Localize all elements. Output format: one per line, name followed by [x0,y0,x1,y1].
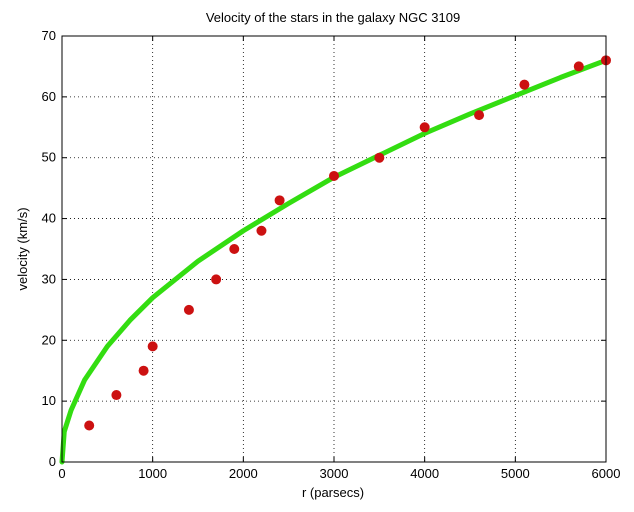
data-point [111,390,122,401]
y-tick-label: 0 [49,454,56,469]
data-point [138,365,149,376]
x-tick-label: 0 [58,466,65,481]
y-tick-label: 10 [42,393,56,408]
y-tick-label: 50 [42,150,56,165]
x-tick-label: 2000 [229,466,258,481]
fit-curve [59,57,609,465]
data-point [84,420,95,431]
chart-title: Velocity of the stars in the galaxy NGC … [206,10,460,25]
y-tick-label: 20 [42,332,56,347]
data-point [274,195,285,206]
data-point [329,170,339,181]
data-points-layer [84,55,611,431]
axis-ticks: 0 1000 2000 3000 4000 5000 6000 0 10 20 30 40 50 60 70 [42,28,621,481]
x-tick-label: 4000 [410,466,439,481]
y-tick-label: 30 [42,271,56,286]
x-tick-label: 1000 [138,466,167,481]
x-tick-label: 5000 [501,466,530,481]
y-tick-label: 70 [42,28,56,43]
data-point [211,274,222,285]
y-tick-label: 60 [42,89,56,104]
y-axis-label: velocity (km/s) [15,207,30,290]
y-tick-label: 40 [42,211,56,226]
data-point [229,244,240,254]
data-point [374,152,385,163]
data-point [256,225,267,236]
data-point [147,341,158,352]
fit-curve-layer [59,57,609,465]
x-axis-label: r (parsecs) [302,485,364,500]
grid [62,36,606,462]
data-point [474,110,485,121]
data-point [419,122,430,133]
x-tick-label: 6000 [592,466,621,481]
data-point [183,304,194,315]
data-point [519,79,530,90]
data-point [573,61,584,72]
x-tick-label: 3000 [320,466,349,481]
